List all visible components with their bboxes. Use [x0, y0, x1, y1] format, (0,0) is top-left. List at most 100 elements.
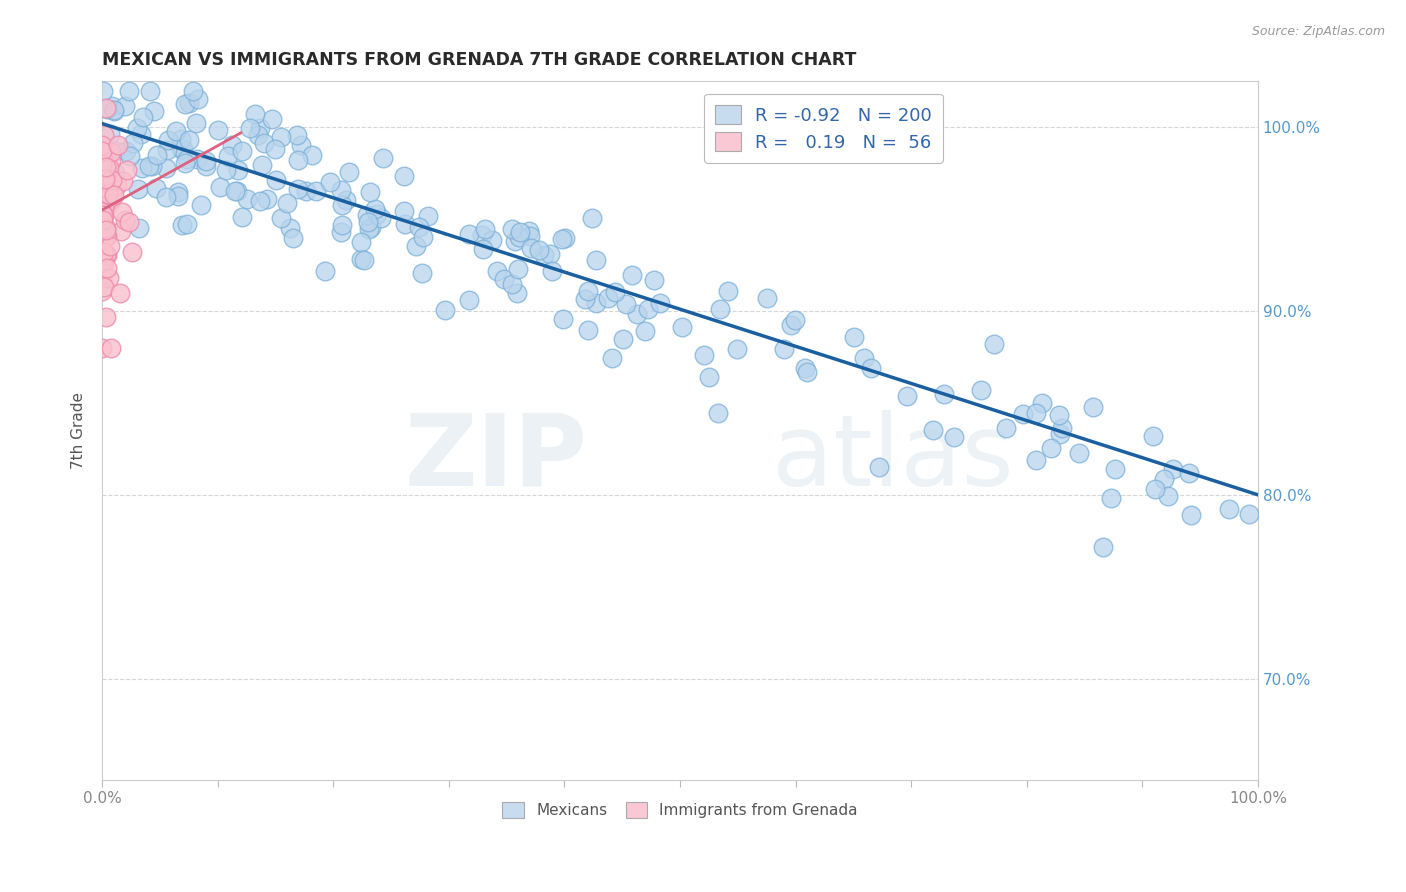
Point: [181, 83, 204, 97]
Point: [394, 203, 416, 218]
Point: [96, 229, 118, 244]
Point: [250, 158, 273, 172]
Point: [329, 225, 352, 239]
Point: [91, 138, 114, 153]
Point: [405, 239, 427, 253]
Point: [174, 155, 197, 169]
Point: [177, 96, 200, 111]
Point: [142, 103, 165, 118]
Point: [264, 142, 287, 156]
Point: [727, 342, 749, 356]
Point: [1025, 453, 1047, 467]
Point: [697, 370, 720, 384]
Point: [574, 292, 596, 306]
Point: [207, 123, 229, 137]
Point: [337, 165, 360, 179]
Point: [1069, 446, 1091, 460]
Point: [519, 228, 541, 243]
Point: [96, 102, 118, 116]
Point: [922, 423, 945, 437]
Point: [276, 196, 298, 211]
Point: [1239, 507, 1261, 521]
Point: [585, 252, 607, 267]
Point: [96, 183, 118, 197]
Point: [983, 337, 1005, 351]
Point: [91, 208, 114, 222]
Point: [485, 263, 508, 277]
Point: [471, 227, 494, 242]
Point: [755, 291, 778, 305]
Point: [91, 284, 114, 298]
Point: [170, 143, 193, 157]
Point: [195, 159, 218, 173]
Point: [177, 133, 200, 147]
Point: [231, 210, 253, 224]
Point: [671, 320, 693, 334]
Text: atlas: atlas: [772, 410, 1014, 507]
Point: [1218, 502, 1240, 516]
Point: [392, 169, 415, 183]
Point: [506, 262, 529, 277]
Point: [96, 260, 118, 275]
Point: [91, 253, 114, 268]
Point: [103, 188, 125, 202]
Point: [717, 285, 740, 299]
Point: [457, 293, 479, 307]
Point: [301, 148, 323, 162]
Point: [1092, 540, 1115, 554]
Point: [128, 221, 150, 235]
Point: [96, 186, 118, 201]
Point: [278, 221, 301, 235]
Point: [94, 102, 117, 116]
Point: [155, 161, 177, 176]
Point: [91, 271, 114, 285]
Point: [103, 103, 125, 118]
Point: [107, 137, 129, 152]
Point: [603, 285, 626, 299]
Point: [350, 252, 373, 267]
Point: [167, 188, 190, 202]
Point: [184, 115, 207, 129]
Point: [578, 284, 600, 298]
Point: [305, 184, 328, 198]
Point: [253, 136, 276, 150]
Point: [602, 351, 624, 365]
Point: [103, 187, 125, 202]
Point: [139, 83, 162, 97]
Point: [693, 348, 716, 362]
Point: [576, 323, 599, 337]
Point: [187, 92, 209, 106]
Point: [370, 211, 392, 225]
Text: Source: ZipAtlas.com: Source: ZipAtlas.com: [1251, 25, 1385, 38]
Text: ZIP: ZIP: [405, 410, 588, 507]
Point: [97, 197, 120, 211]
Point: [93, 200, 115, 214]
Point: [538, 246, 561, 260]
Point: [471, 243, 494, 257]
Point: [121, 245, 143, 260]
Point: [176, 152, 198, 166]
Point: [932, 387, 955, 401]
Point: [634, 324, 657, 338]
Point: [215, 163, 238, 178]
Point: [356, 208, 378, 222]
Point: [1143, 482, 1166, 496]
Point: [287, 153, 309, 168]
Point: [131, 161, 153, 175]
Point: [773, 343, 796, 357]
Point: [186, 152, 208, 166]
Point: [621, 268, 644, 282]
Point: [91, 205, 114, 219]
Point: [91, 234, 114, 248]
Point: [94, 185, 117, 199]
Point: [357, 221, 380, 235]
Point: [335, 193, 357, 207]
Point: [412, 229, 434, 244]
Point: [330, 218, 353, 232]
Point: [114, 144, 136, 158]
Point: [155, 190, 177, 204]
Point: [554, 231, 576, 245]
Point: [97, 271, 120, 285]
Point: [169, 132, 191, 146]
Point: [91, 215, 114, 229]
